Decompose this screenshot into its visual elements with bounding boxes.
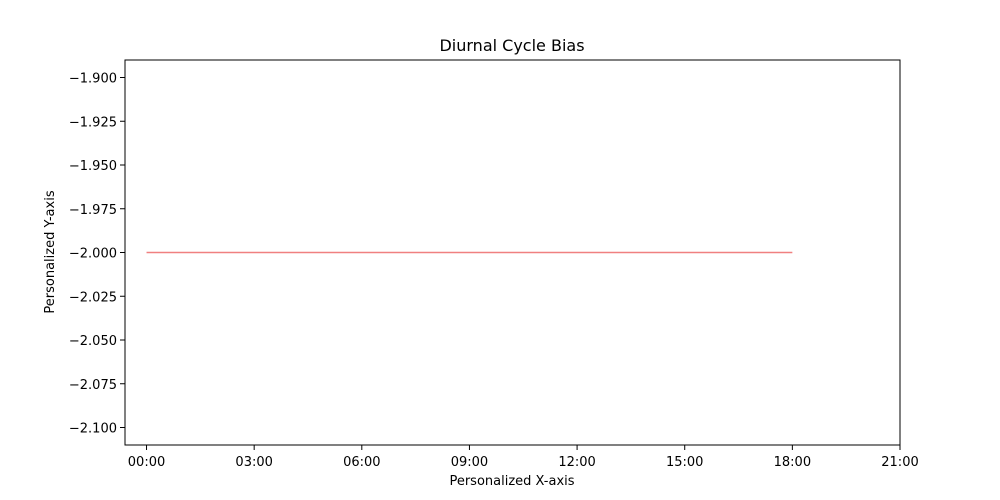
x-tick-label: 03:00 (235, 455, 272, 470)
y-tick-label: −1.975 (69, 203, 117, 218)
y-tick-label: −2.000 (69, 247, 117, 262)
x-tick-label: 00:00 (128, 455, 165, 470)
x-tick-label: 18:00 (774, 455, 811, 470)
x-axis: 00:00 03:00 06:00 09:00 12:00 15:00 18:00 21:00 (128, 445, 919, 470)
y-tick-label: −2.075 (69, 378, 117, 393)
y-tick-label: −2.025 (69, 290, 117, 305)
y-tick-label: −2.050 (69, 334, 117, 349)
y-tick-label: −1.900 (69, 72, 117, 87)
y-tick-label: −1.950 (69, 159, 117, 174)
x-tick-label: 15:00 (666, 455, 703, 470)
y-axis: −1.900 −1.925 −1.950 −1.975 −2.000 −2.025 −2.0… (69, 72, 125, 437)
x-tick-label: 06:00 (343, 455, 380, 470)
y-tick-label: −1.925 (69, 115, 117, 130)
y-axis-label: Personalized Y-axis (43, 190, 58, 313)
x-tick-label: 09:00 (451, 455, 488, 470)
chart-title: Diurnal Cycle Bias (439, 36, 584, 55)
x-axis-label: Personalized X-axis (449, 474, 574, 489)
x-tick-label: 12:00 (558, 455, 595, 470)
x-tick-label: 21:00 (881, 455, 918, 470)
y-tick-label: −2.100 (69, 422, 117, 437)
